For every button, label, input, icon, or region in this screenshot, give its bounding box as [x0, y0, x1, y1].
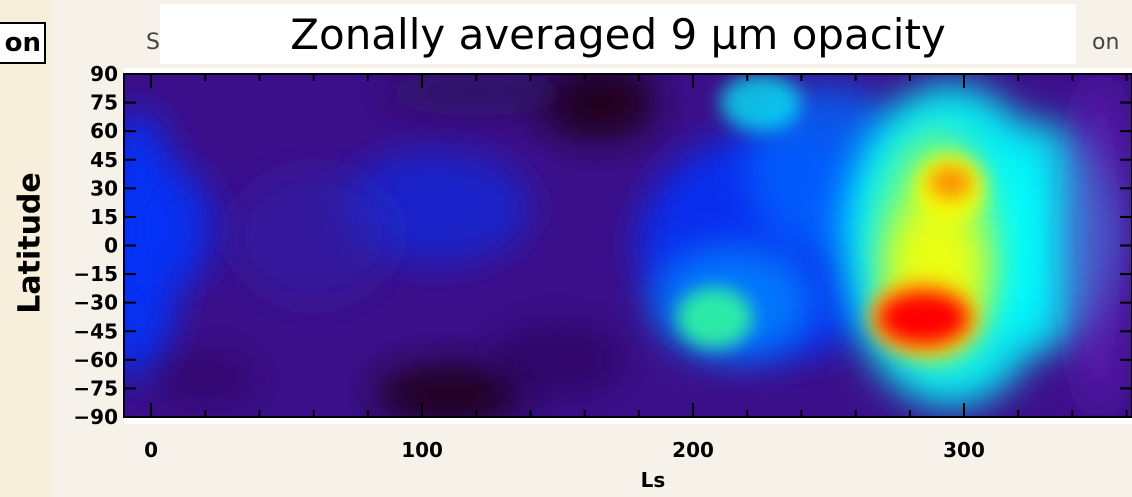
- heatmap-field: [124, 74, 1132, 417]
- x-axis-label: Ls: [640, 468, 666, 492]
- x-tick-label: 200: [672, 438, 714, 462]
- left-margin-strip: [0, 0, 52, 497]
- y-tick-label: −75: [73, 376, 118, 400]
- y-tick-label: 0: [104, 234, 118, 258]
- chart-title: Zonally averaged 9 µm opacity: [160, 4, 1076, 64]
- heatmap-blob-3: [232, 169, 395, 303]
- heatmap-blob-5: [381, 74, 572, 116]
- heatmap-blob-7: [489, 321, 626, 398]
- y-tick-label: −45: [73, 319, 118, 343]
- cropped-label-box: on: [0, 22, 46, 64]
- heatmap-blob-21: [880, 293, 967, 343]
- y-tick-label: 60: [90, 119, 118, 143]
- heatmap-blob-22: [1066, 74, 1132, 417]
- y-tick-label: 45: [90, 148, 118, 172]
- y-tick-label: −60: [73, 348, 118, 372]
- heatmap-blob-12: [720, 74, 802, 132]
- y-tick-label: 30: [90, 176, 118, 200]
- x-axis: 0 100 200 300: [144, 74, 1128, 462]
- heatmap-blob-6: [373, 363, 526, 417]
- cropped-title-fragment-left: S: [146, 30, 160, 55]
- y-axis-label: Latitude: [12, 172, 48, 314]
- y-tick-label: −15: [73, 262, 118, 286]
- y-tick-label: −30: [73, 291, 118, 315]
- x-tick-label: 0: [144, 438, 158, 462]
- cropped-title-fragment-right: on: [1092, 30, 1120, 55]
- x-tick-label: 100: [401, 438, 443, 462]
- y-tick-label: 15: [90, 205, 118, 229]
- y-axis: 90 75 60 45 30 15 0 −15 −30 −45 −60 −75 −90: [73, 62, 1132, 429]
- heatmap-blob-15: [676, 287, 753, 349]
- heatmap-blob-20: [928, 165, 973, 200]
- y-tick-label: −90: [73, 405, 118, 429]
- heatmap-blob-8: [151, 350, 260, 408]
- y-tick-label: 75: [90, 91, 118, 115]
- x-tick-label: 300: [943, 438, 985, 462]
- heatmap-blob-1: [140, 169, 217, 284]
- y-tick-label: 90: [90, 62, 118, 86]
